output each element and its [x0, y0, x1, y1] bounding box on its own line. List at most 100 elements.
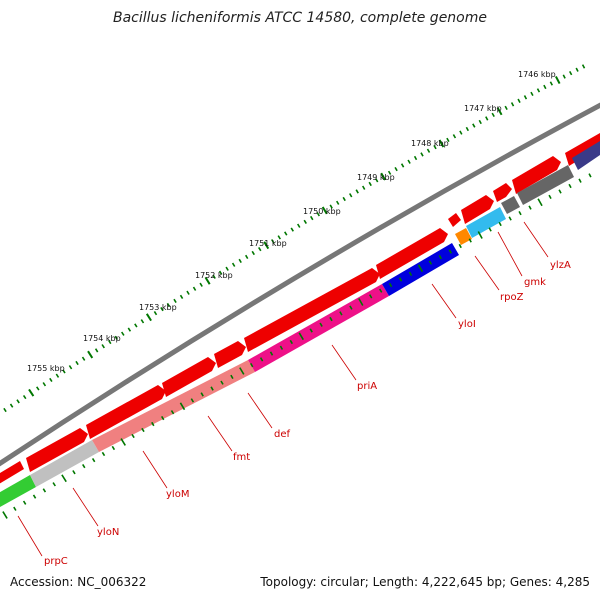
- ruler-label-1754: 1754 kbp: [83, 334, 121, 343]
- gene-leader-line: [431, 283, 457, 319]
- gene-leader-line: [17, 515, 43, 557]
- inner-ruler-tick: [52, 482, 56, 487]
- ruler-minor-tick: [387, 170, 392, 175]
- gene-block-priA: [248, 284, 389, 372]
- ruler-minor-tick: [186, 290, 190, 295]
- gene-label-def: def: [274, 429, 291, 440]
- ruler-minor-tick: [36, 386, 40, 391]
- ruler-minor-tick: [562, 74, 566, 79]
- ruler-minor-tick: [446, 137, 450, 142]
- ruler-minor-tick: [55, 373, 60, 378]
- inner-ruler-tick: [32, 494, 37, 499]
- ruler-minor-tick: [121, 331, 125, 336]
- inner-ruler-tick: [477, 231, 483, 239]
- gene-block-prpC: [0, 475, 36, 507]
- inner-ruler-tick: [91, 457, 96, 463]
- inner-ruler-tick: [339, 311, 343, 316]
- gene-leader-line: [72, 487, 99, 527]
- ruler-minor-tick: [49, 377, 53, 383]
- ruler-minor-tick: [581, 64, 586, 69]
- inner-ruler-tick: [289, 339, 293, 345]
- gene-label-prpC: prpC: [44, 556, 68, 567]
- gene-block-gmk-neighbor: [501, 196, 520, 214]
- inner-ruler-tick: [111, 445, 116, 451]
- ruler-minor-tick: [523, 95, 528, 100]
- ruler-minor-tick: [290, 227, 294, 232]
- inner-ruler-tick: [269, 351, 274, 356]
- inner-ruler-tick: [498, 221, 502, 227]
- ruler-minor-tick: [530, 91, 534, 96]
- inner-ruler-tick: [200, 392, 204, 397]
- inner-ruler-ticks: [2, 173, 592, 519]
- ruler-minor-tick: [9, 403, 14, 408]
- ruler-minor-tick: [413, 155, 418, 161]
- inner-ruler-tick: [170, 410, 175, 415]
- inner-ruler-tick: [537, 198, 543, 207]
- ruler-minor-tick: [179, 294, 184, 300]
- inner-ruler-tick: [319, 322, 323, 327]
- gene-block-rpoZ: [455, 228, 472, 245]
- inner-ruler-tick: [120, 438, 126, 446]
- inner-ruler-tick: [2, 511, 8, 519]
- inner-ruler-tick: [298, 332, 304, 341]
- ruler-minor-tick: [336, 200, 340, 205]
- inner-ruler-tick: [438, 255, 443, 260]
- ruler-minor-tick: [297, 223, 301, 228]
- ruler-minor-tick: [225, 266, 229, 271]
- forward-gene-arrow: [0, 461, 24, 484]
- ruler-minor-tick: [536, 88, 541, 93]
- ruler-minor-tick: [140, 319, 145, 324]
- inner-ruler-tick: [508, 216, 512, 221]
- ruler-minor-tick: [420, 152, 424, 157]
- inner-ruler-tick: [349, 305, 353, 310]
- ruler-minor-tick: [478, 119, 482, 125]
- ruler-major-tick: [28, 388, 35, 397]
- ruler-major-ticks: [28, 76, 561, 397]
- ruler-minor-tick: [62, 369, 66, 374]
- gene-leader-line: [474, 255, 500, 291]
- inner-ruler-tick: [388, 282, 393, 288]
- ruler-minor-tick: [375, 178, 379, 183]
- gene-label-yloN: yloN: [97, 527, 119, 538]
- ruler-minor-tick: [349, 193, 353, 198]
- inner-ruler-tick: [141, 427, 145, 433]
- ruler-minor-tick: [400, 163, 405, 168]
- ruler-minor-tick: [108, 339, 112, 345]
- ruler-major-tick: [263, 241, 270, 250]
- ruler-minor-tick: [134, 323, 138, 328]
- ruler-minor-tick: [218, 270, 223, 275]
- ruler-label-1748: 1748 kbp: [411, 139, 449, 148]
- inner-ruler-tick: [568, 183, 572, 189]
- ruler-label-1747: 1747 kbp: [464, 104, 502, 113]
- inner-ruler-tick: [309, 328, 313, 333]
- inner-ruler-tick: [578, 178, 582, 183]
- inner-ruler-tick: [179, 402, 186, 411]
- gene-leader-line: [523, 221, 549, 258]
- ruler-minor-tick: [258, 246, 262, 252]
- gene-label-priA: priA: [357, 381, 377, 392]
- ruler-minor-tick: [316, 212, 320, 217]
- gene-labels: prpC yloN yloM fmt def priA yloI rpoZ gm…: [17, 221, 571, 567]
- ruler-minor-tick: [166, 302, 171, 308]
- gene-label-ylzA: ylzA: [550, 260, 571, 271]
- gene-label-rpoZ: rpoZ: [500, 292, 524, 303]
- ruler-minor-tick: [362, 185, 366, 190]
- ruler-major-tick: [87, 350, 94, 359]
- inner-ruler-tick: [417, 264, 424, 273]
- inner-ruler-tick: [61, 474, 67, 483]
- ruler-minor-tick: [192, 286, 197, 291]
- inner-ruler-tick: [230, 374, 234, 379]
- gene-track: [0, 141, 600, 507]
- ruler-minor-tick: [251, 250, 255, 256]
- ruler-minor-tick: [433, 145, 437, 150]
- ruler-minor-tick: [504, 105, 508, 110]
- ruler-label-1752: 1752 kbp: [195, 271, 233, 280]
- inner-ruler-tick: [131, 433, 135, 439]
- inner-ruler-tick: [518, 211, 522, 216]
- ruler-minor-tick: [81, 356, 86, 361]
- ruler-label-1749: 1749 kbp: [357, 173, 395, 182]
- gene-leader-line: [331, 344, 357, 381]
- ruler-minor-tick: [271, 239, 275, 244]
- map-title: Bacillus licheniformis ATCC 14580, compl…: [113, 10, 487, 26]
